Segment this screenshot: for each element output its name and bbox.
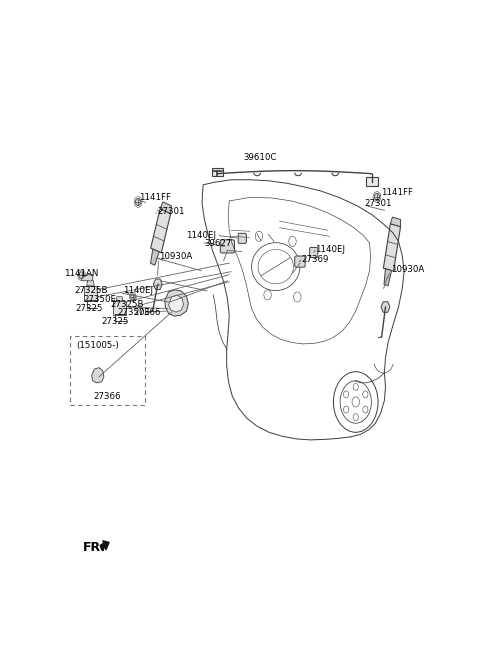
Text: 27325: 27325 xyxy=(75,304,102,312)
Circle shape xyxy=(131,294,135,300)
Text: 27366: 27366 xyxy=(94,392,121,401)
Polygon shape xyxy=(87,281,94,286)
Text: 10930A: 10930A xyxy=(158,252,192,261)
Text: 27366: 27366 xyxy=(133,308,161,317)
Circle shape xyxy=(79,272,84,279)
FancyBboxPatch shape xyxy=(310,247,318,258)
FancyBboxPatch shape xyxy=(295,256,305,267)
FancyArrow shape xyxy=(100,541,109,550)
FancyBboxPatch shape xyxy=(113,301,126,315)
FancyBboxPatch shape xyxy=(220,240,234,253)
Polygon shape xyxy=(165,290,188,316)
Text: 27350E: 27350E xyxy=(118,308,151,317)
Text: 1140EJ: 1140EJ xyxy=(123,287,153,295)
Polygon shape xyxy=(384,224,400,271)
Text: 27325: 27325 xyxy=(102,317,129,325)
Polygon shape xyxy=(381,302,390,312)
Circle shape xyxy=(135,198,141,205)
FancyBboxPatch shape xyxy=(212,168,223,176)
Text: 27301: 27301 xyxy=(364,199,392,209)
Polygon shape xyxy=(160,202,171,213)
Polygon shape xyxy=(154,279,162,289)
Text: 10930A: 10930A xyxy=(391,265,424,274)
Text: 1141FF: 1141FF xyxy=(381,188,413,197)
FancyBboxPatch shape xyxy=(238,234,246,243)
Text: 27350E: 27350E xyxy=(83,295,116,304)
Text: (151005-): (151005-) xyxy=(77,341,120,350)
Text: 27369: 27369 xyxy=(301,255,328,264)
Text: 27325B: 27325B xyxy=(74,287,108,295)
Text: 1141FF: 1141FF xyxy=(139,194,171,203)
Polygon shape xyxy=(151,209,171,253)
Text: 27325B: 27325B xyxy=(110,300,144,309)
Polygon shape xyxy=(151,249,159,265)
Text: 1140EJ: 1140EJ xyxy=(186,231,216,240)
Circle shape xyxy=(374,194,380,201)
Polygon shape xyxy=(82,275,93,285)
Text: 27301: 27301 xyxy=(157,207,185,216)
Polygon shape xyxy=(384,269,392,286)
Text: 1141AN: 1141AN xyxy=(64,269,98,277)
Bar xyxy=(71,337,145,405)
Polygon shape xyxy=(92,367,104,383)
Polygon shape xyxy=(168,295,183,312)
Polygon shape xyxy=(116,297,123,301)
Text: 39627: 39627 xyxy=(204,239,232,248)
FancyBboxPatch shape xyxy=(366,176,378,186)
Polygon shape xyxy=(390,217,401,227)
Text: FR.: FR. xyxy=(83,541,106,554)
FancyBboxPatch shape xyxy=(84,286,97,301)
Text: 1140EJ: 1140EJ xyxy=(315,245,345,254)
Text: 39610C: 39610C xyxy=(243,153,277,162)
